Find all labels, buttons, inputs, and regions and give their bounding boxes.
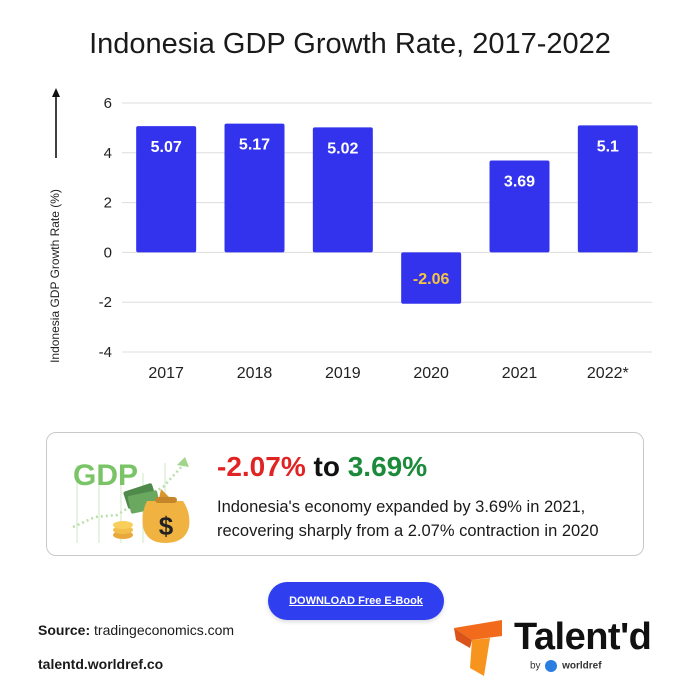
connector-text: to [313, 451, 340, 482]
y-tick-label: -2 [99, 294, 112, 311]
money-bag-icon: $ [142, 489, 190, 543]
bar-2019 [312, 127, 373, 253]
talentd-logo-icon [454, 620, 502, 676]
x-tick-label: 2019 [325, 365, 361, 382]
source-label: Source: [38, 622, 91, 638]
x-tick-label: 2018 [237, 365, 273, 382]
svg-text:$: $ [159, 511, 174, 541]
callout-card: GDP $ -2.07% to 3.69% Indonesia's econom… [46, 432, 644, 556]
worldref-icon [545, 660, 558, 672]
data-label-2022*: 5.1 [597, 138, 619, 155]
data-label-2019: 5.02 [327, 140, 358, 157]
site-url: talentd.worldref.co [38, 656, 164, 672]
chart-title: Indonesia GDP Growth Rate, 2017-2022 [89, 28, 611, 60]
y-tick-labels: -4 -2 0 2 4 6 [99, 95, 112, 361]
from-value: -2.07% [217, 451, 306, 482]
gdp-growth-icon: GDP $ [72, 457, 190, 543]
callout-headline: -2.07% to 3.69% [217, 451, 427, 483]
bar-2018 [224, 123, 285, 253]
x-tick-labels: 2017 2018 2019 2020 2021 2022* [148, 365, 628, 382]
y-tick-label: 0 [104, 244, 112, 261]
bar-2017 [136, 126, 197, 253]
x-tick-label: 2022* [587, 365, 629, 382]
y-axis-arrow-icon [52, 88, 60, 158]
source-line: Source: tradingeconomics.com [38, 622, 234, 638]
data-label-2018: 5.17 [239, 137, 270, 154]
x-tick-label: 2017 [148, 365, 184, 382]
brand-partner: worldref [562, 660, 602, 672]
callout-line-1: Indonesia's economy expanded by 3.69% in… [217, 498, 586, 516]
y-axis-label: Indonesia GDP Growth Rate (%) [48, 189, 62, 363]
callout-line-2: recovering sharply from a 2.07% contract… [217, 522, 599, 540]
bar-2021 [489, 160, 550, 253]
brand-name: Talent'd [514, 616, 652, 658]
bar-2020 [401, 252, 462, 304]
y-tick-label: 2 [104, 195, 112, 212]
brand-byline: by worldref [530, 660, 602, 672]
y-tick-label: -4 [99, 344, 112, 361]
bars [136, 123, 638, 304]
data-labels: 5.07 5.17 5.02 -2.06 3.69 5.1 [151, 137, 619, 288]
grid-lines [122, 102, 652, 353]
svg-text:GDP: GDP [73, 459, 138, 492]
data-label-2020: -2.06 [413, 271, 450, 288]
bar-2022* [577, 125, 638, 253]
y-tick-label: 4 [104, 145, 112, 162]
x-tick-label: 2021 [502, 365, 538, 382]
data-label-2021: 3.69 [504, 174, 535, 191]
to-value: 3.69% [347, 451, 428, 482]
y-tick-label: 6 [104, 95, 112, 112]
data-label-2017: 5.07 [151, 139, 182, 156]
brand-by-text: by [530, 660, 541, 672]
callout-description: Indonesia's economy expanded by 3.69% in… [217, 495, 637, 543]
x-tick-label: 2020 [413, 365, 449, 382]
download-ebook-button[interactable]: DOWNLOAD Free E-Book [268, 582, 444, 620]
source-value: tradingeconomics.com [94, 622, 235, 638]
brand-logo: Talent'd by worldref [450, 614, 680, 684]
